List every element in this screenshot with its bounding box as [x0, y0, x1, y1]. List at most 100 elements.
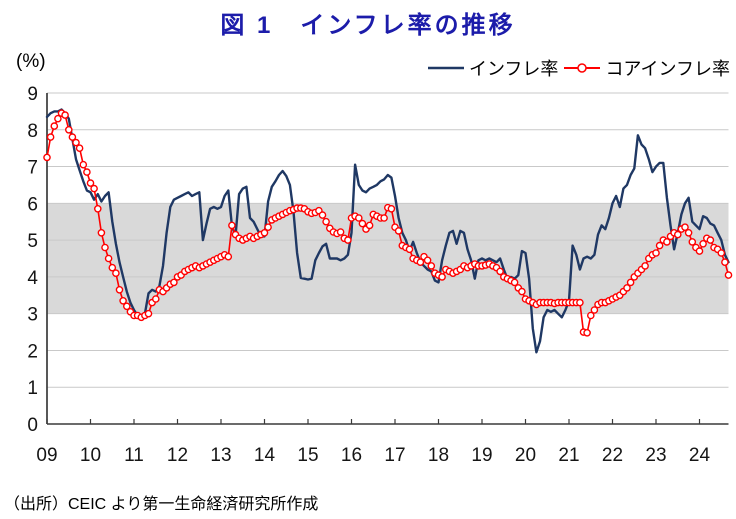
inflation-line-swatch — [427, 66, 464, 70]
line-chart: 09 10 11 12 13 14 15 16 17 18 19 20 21 22 23 2401234567… — [27, 84, 733, 466]
x-tick-label: 17 — [384, 445, 405, 466]
core-inflation-marker — [43, 153, 51, 162]
core-inflation-marker — [170, 278, 178, 287]
y-axis-unit-label: (%) — [16, 51, 46, 72]
core-inflation-marker — [623, 284, 631, 292]
core-inflation-marker — [663, 238, 671, 246]
core-inflation-marker — [626, 278, 635, 287]
core-inflation-marker — [354, 214, 363, 222]
core-inflation-marker — [510, 278, 519, 287]
core-inflation-marker — [387, 204, 396, 213]
y-tick-label: 5 — [27, 231, 38, 252]
y-tick-label: 7 — [27, 158, 38, 179]
core-inflation-marker — [83, 168, 91, 176]
x-tick-label: 13 — [210, 445, 231, 466]
x-tick-label: 09 — [36, 445, 57, 466]
core-inflation-marker — [641, 262, 649, 270]
legend-item-core-inflation: コアインフレ率 — [562, 55, 730, 81]
core-inflation-marker — [50, 122, 59, 130]
y-tick-label: 9 — [27, 84, 38, 105]
core-inflation-marker — [416, 258, 425, 267]
core-inflation-marker — [119, 296, 127, 305]
x-tick-label: 22 — [602, 445, 623, 466]
core-inflation-marker — [61, 111, 69, 119]
y-tick-label: 1 — [27, 378, 38, 399]
x-tick-label: 18 — [428, 445, 449, 466]
x-tick-label: 23 — [645, 445, 666, 466]
core-inflation-marker — [151, 295, 160, 303]
core-inflation-marker — [108, 263, 117, 272]
core-inflation-marker — [79, 160, 88, 169]
core-inflation-marker — [721, 258, 729, 267]
y-tick-label: 3 — [27, 305, 38, 326]
y-tick-label: 4 — [27, 268, 38, 289]
y-tick-label: 0 — [27, 415, 38, 436]
legend: インフレ率 コアインフレ率 — [422, 55, 730, 81]
core-inflation-marker — [583, 328, 591, 337]
core-inflation-marker — [358, 219, 367, 228]
y-tick-label: 8 — [27, 121, 38, 142]
core-inflation-marker — [438, 273, 446, 281]
core-inflation-marker — [717, 249, 726, 257]
legend-item-inflation: インフレ率 — [426, 55, 558, 81]
core-inflation-marker — [123, 302, 131, 311]
core-inflation-marker — [86, 179, 95, 187]
core-inflation-marker — [427, 262, 436, 270]
core-inflation-marker — [496, 267, 504, 276]
core-inflation-marker — [228, 221, 236, 230]
core-inflation-marker — [674, 230, 682, 239]
core-inflation-marker — [576, 298, 584, 307]
core-inflation-marker — [264, 223, 272, 231]
highlight-band — [47, 203, 729, 314]
x-tick-label: 11 — [124, 445, 144, 466]
x-tick-label: 12 — [167, 445, 188, 466]
legend-circle-marker-sample — [577, 63, 588, 73]
core-inflation-marker — [344, 236, 352, 244]
x-tick-label: 14 — [254, 445, 276, 466]
core-inflation-marker — [695, 247, 704, 255]
x-tick-label: 16 — [341, 445, 362, 466]
core-inflation-marker — [365, 221, 374, 230]
core-inflation-marker — [681, 223, 689, 231]
core-inflation-line-swatch — [564, 63, 601, 73]
x-tick-label: 19 — [471, 445, 492, 466]
y-tick-label: 2 — [27, 341, 38, 362]
core-inflation-marker — [104, 254, 113, 263]
core-inflation-marker — [101, 243, 109, 252]
core-inflation-marker — [144, 309, 153, 318]
inflation-line — [45, 108, 730, 354]
core-inflation-marker — [112, 269, 120, 278]
core-inflation-marker — [394, 227, 403, 235]
core-inflation-marker — [655, 241, 664, 250]
chart-title: 図 1 インフレ率の推移 — [220, 12, 516, 39]
legend-label-inflation: インフレ率 — [468, 59, 559, 79]
x-tick-label: 15 — [297, 445, 318, 466]
y-tick-label: 6 — [27, 194, 38, 215]
core-inflation-marker — [706, 236, 715, 244]
core-inflation-marker — [518, 287, 526, 296]
x-tick-label: 10 — [80, 445, 101, 466]
core-inflation-marker — [652, 249, 660, 257]
core-inflation-marker — [336, 228, 345, 236]
core-inflation-marker — [318, 211, 327, 219]
core-inflation-marker — [75, 144, 84, 152]
core-inflation-marker — [65, 126, 73, 134]
core-inflation-marker — [68, 133, 77, 141]
core-inflation-marker — [54, 114, 62, 123]
core-inflation-marker — [699, 239, 707, 248]
core-inflation-marker — [322, 217, 330, 226]
legend-label-core-inflation: コアインフレ率 — [605, 59, 730, 79]
core-inflation-marker — [405, 245, 414, 254]
core-inflation-marker — [72, 138, 80, 147]
x-tick-label: 24 — [689, 445, 711, 466]
core-inflation-marker — [260, 228, 269, 237]
core-inflation-marker — [590, 306, 599, 314]
core-inflation-marker — [423, 256, 432, 265]
core-inflation-marker — [46, 133, 55, 141]
core-inflation-marker — [115, 285, 124, 294]
core-inflation-marker — [380, 214, 388, 222]
core-inflation-marker — [224, 252, 233, 261]
core-inflation-marker — [684, 228, 693, 237]
x-tick-label: 21 — [558, 445, 579, 466]
